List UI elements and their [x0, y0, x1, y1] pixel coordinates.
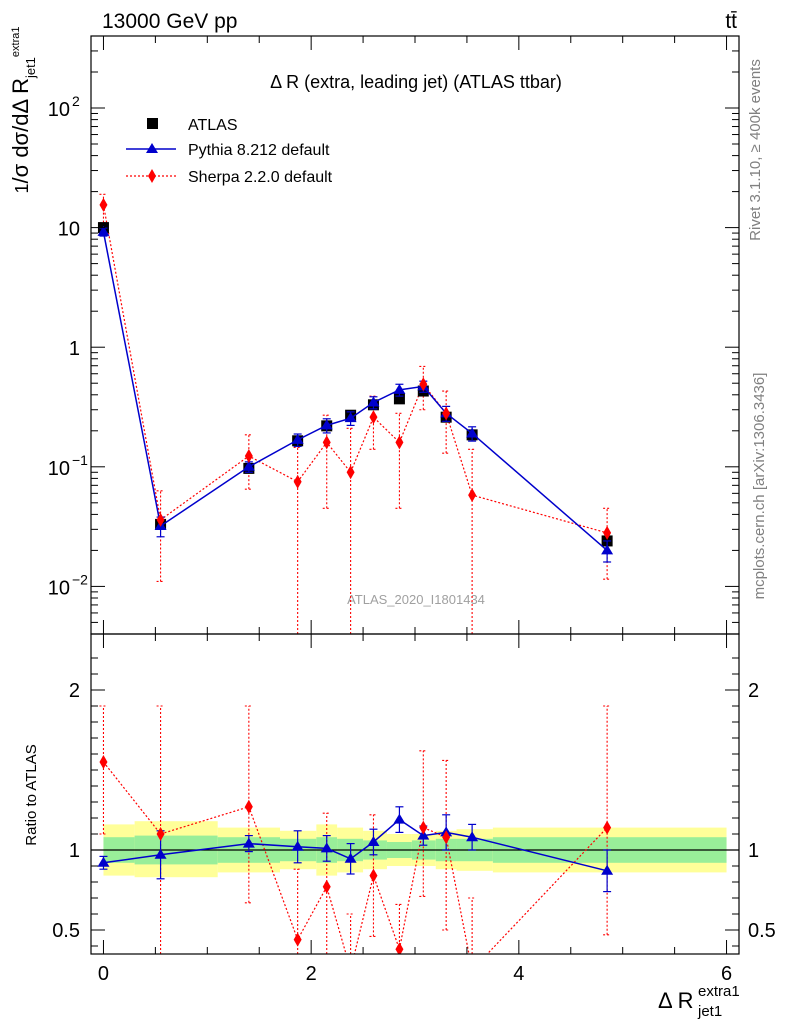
ratio-y-tick-label: 1	[69, 840, 80, 862]
sherpa-data-point	[419, 377, 428, 392]
sherpa-data-point	[99, 197, 108, 212]
sherpa-data-point	[346, 465, 355, 480]
energy-label: 13000 GeV pp	[102, 10, 237, 33]
x-tick-label: 4	[513, 963, 524, 985]
main-y-axis-label: 1/σ dσ/dΔ Rjet1extra1	[8, 26, 38, 193]
process-label: tt̄	[725, 10, 737, 33]
pythia-ratio-point	[466, 831, 479, 842]
mcplots-label: mcplots.cern.ch [arXiv:1306.3436]	[751, 373, 768, 600]
pythia-line	[102, 231, 608, 551]
y-tick-label: 10	[48, 458, 70, 480]
pythia-data-point	[367, 396, 380, 407]
atlas-data-point	[393, 393, 405, 405]
pythia-ratio-point	[393, 813, 406, 824]
svg-text:extra1: extra1	[698, 983, 740, 1000]
sherpa-ratio-point	[442, 830, 451, 845]
ratio-y-tick-label-right: 2	[748, 680, 759, 702]
svg-text:1/σ dσ/dΔ Rjet1extra1: 1/σ dσ/dΔ Rjet1extra1	[8, 26, 38, 193]
sherpa-ratio-point	[156, 827, 165, 841]
ratio-plot-frame	[90, 633, 740, 955]
pythia-data-point	[291, 433, 304, 444]
pythia-ratio-point	[320, 842, 333, 853]
ratio-y-tick-label: 2	[69, 680, 80, 702]
ratio-y-axis-label: Ratio to ATLAS	[23, 744, 40, 845]
legend-pythia-label: Pythia 8.212 default	[188, 142, 330, 159]
x-tick-label: 0	[98, 963, 109, 985]
y-tick-exponent: −2	[72, 571, 88, 587]
pythia-data-point	[242, 460, 255, 471]
sherpa-data-point	[369, 410, 378, 425]
sherpa-line	[102, 204, 608, 534]
pythia-ratio-point	[242, 837, 255, 848]
legend-sherpa-label: Sherpa 2.2.0 default	[188, 169, 333, 186]
y-tick-exponent: −1	[72, 452, 88, 468]
pythia-ratio-point	[291, 840, 304, 851]
svg-text:Δ R: Δ R	[658, 988, 693, 1013]
sherpa-data-point	[395, 435, 404, 450]
pythia-data-point	[320, 419, 333, 430]
sherpa-data-point	[442, 406, 451, 421]
x-tick-label: 6	[721, 963, 732, 985]
legend-pythia-marker	[146, 143, 158, 153]
sherpa-data-point	[156, 512, 165, 527]
pythia-ratio-point	[367, 836, 380, 846]
legend: ATLAS Pythia 8.212 default Sherpa 2.2.0 …	[126, 117, 333, 186]
chart-title: Δ R (extra, leading jet) (ATLAS ttbar)	[270, 72, 562, 92]
sherpa-data-point	[468, 488, 477, 503]
pythia-data-point	[466, 427, 479, 438]
rivet-label: Rivet 3.1.10, ≥ 400k events	[747, 59, 764, 241]
pythia-data-point	[344, 412, 357, 423]
pythia-ratio-point	[344, 852, 357, 863]
ratio-y-tick-label-right: 1	[748, 840, 759, 862]
x-axis-label: Δ R jet1 extra1	[658, 983, 740, 1020]
sherpa-ratio-line	[102, 761, 608, 954]
ratio-y-tick-label-right: 0.5	[748, 920, 776, 942]
pythia-data-point	[393, 383, 406, 394]
sherpa-data-point	[244, 449, 253, 464]
sherpa-ratio-point	[369, 868, 378, 883]
sherpa-ratio-point	[603, 820, 612, 835]
legend-atlas-label: ATLAS	[188, 117, 238, 134]
x-tick-label: 2	[306, 963, 317, 985]
y-tick-exponent: 2	[72, 93, 80, 109]
svg-text:jet1: jet1	[697, 1003, 722, 1020]
pythia-ratio-line	[103, 818, 608, 872]
sherpa-ratio-point	[419, 820, 428, 835]
pythia-ratio-point	[154, 848, 167, 859]
sherpa-ratio-point	[99, 755, 108, 769]
pythia-ratio-point	[601, 864, 614, 875]
sherpa-ratio-point	[322, 879, 331, 894]
ratio-clipped-group	[97, 705, 614, 954]
y-tick-label: 1	[69, 338, 80, 360]
legend-sherpa-marker	[148, 169, 156, 183]
y-tick-label: 10	[58, 219, 80, 241]
sherpa-data-point	[603, 525, 612, 540]
ratio-y-tick-label: 0.5	[52, 920, 80, 942]
legend-atlas-marker	[147, 118, 158, 129]
y-tick-label: 10	[48, 577, 70, 599]
sherpa-ratio-point	[293, 932, 302, 947]
sherpa-ratio-point	[395, 942, 404, 954]
sherpa-ratio-point	[244, 799, 253, 814]
analysis-label: ATLAS_2020_I1801434	[347, 592, 485, 607]
sherpa-data-point	[322, 435, 331, 450]
pythia-data-point	[97, 225, 110, 236]
sherpa-data-point	[293, 474, 302, 489]
y-tick-label: 10	[48, 99, 70, 121]
pythia-data-point	[601, 544, 614, 555]
pythia-ratio-point	[97, 856, 110, 867]
